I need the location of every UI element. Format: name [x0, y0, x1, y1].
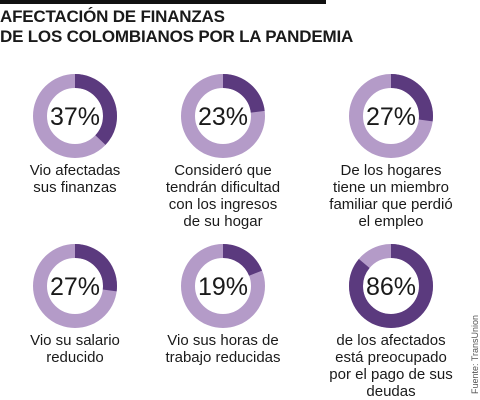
donut-chart: 23% [181, 74, 265, 158]
donut-caption-line: está preocupado [335, 349, 447, 366]
top-rule [0, 0, 326, 4]
donut-caption: Vio sus horas de trabajo reducidas [146, 332, 300, 366]
donut-percentage-label: 23% [198, 103, 248, 131]
donut-value-slice [33, 244, 117, 328]
title-line-2: DE LOS COLOMBIANOS POR LA PANDEMIA [0, 27, 354, 46]
donut-caption-line: por el pago de sus [329, 366, 453, 383]
donut-chart: 27% [33, 244, 117, 328]
donut-caption: Vio su salario reducido [0, 332, 152, 366]
donut-caption-line: familiar que perdió [329, 196, 453, 213]
donut-percentage-label: 19% [198, 273, 248, 301]
donut-value-slice [33, 74, 117, 158]
donut-chart: 37% [33, 74, 117, 158]
donut-percentage-label: 86% [366, 273, 416, 301]
donut-value-slice [349, 244, 433, 328]
donut-item-6: 86% de los afectados está preocupado por el… [314, 244, 468, 400]
donut-caption-line: tiene un miembro [333, 179, 449, 196]
donut-caption-line: De los hogares [340, 162, 442, 179]
donut-value-slice [349, 74, 433, 158]
donut-caption-line: deudas [366, 383, 416, 400]
donut-caption-line: trabajo reducidas [165, 349, 281, 366]
donut-caption-line: Consideró que [174, 162, 272, 179]
donut-caption-line: Vio su salario [30, 332, 120, 349]
donut-item-3: 27% De los hogares tiene un miembro familia… [314, 74, 468, 230]
donut-caption: Consideró que tendrán dificultad con los i… [146, 162, 300, 230]
donut-caption-line: de su hogar [183, 213, 263, 230]
donut-value-slice [181, 244, 265, 328]
donut-item-2: 23% Consideró que tendrán dificultad con lo… [146, 74, 300, 230]
donut-percentage-label: 27% [366, 103, 416, 131]
donut-caption-line: con los ingresos [168, 196, 278, 213]
donut-caption-line: reducido [46, 349, 104, 366]
chart-title: AFECTACIÓN DE FINANZAS DE LOS COLOMBIANO… [0, 7, 353, 47]
title-line-1: AFECTACIÓN DE FINANZAS [0, 7, 225, 26]
source-note: Fuente: TransUnion [470, 314, 480, 394]
donut-caption-line: Vio sus horas de [167, 332, 279, 349]
donut-chart: 19% [181, 244, 265, 328]
donut-percentage-label: 37% [50, 103, 100, 131]
donut-chart: 27% [349, 74, 433, 158]
donut-caption-line: Vio afectadas [29, 162, 121, 179]
donut-percentage-label: 27% [50, 273, 100, 301]
donut-caption-line: sus finanzas [33, 179, 117, 196]
donut-caption-line: tendrán dificultad [165, 179, 281, 196]
donut-item-4: 27% Vio su salario reducido [0, 244, 152, 366]
donut-chart: 86% [349, 244, 433, 328]
donut-item-1: 37% Vio afectadas sus finanzas [0, 74, 152, 196]
donut-caption: De los hogares tiene un miembro familiar q… [314, 162, 468, 230]
donut-caption: Vio afectadas sus finanzas [0, 162, 152, 196]
donut-item-5: 19% Vio sus horas de trabajo reducidas [146, 244, 300, 366]
donut-value-slice [181, 74, 265, 158]
donut-caption-line: el empleo [358, 213, 424, 230]
donut-caption: de los afectados está preocupado por el pa… [314, 332, 468, 400]
donut-caption-line: de los afectados [336, 332, 446, 349]
